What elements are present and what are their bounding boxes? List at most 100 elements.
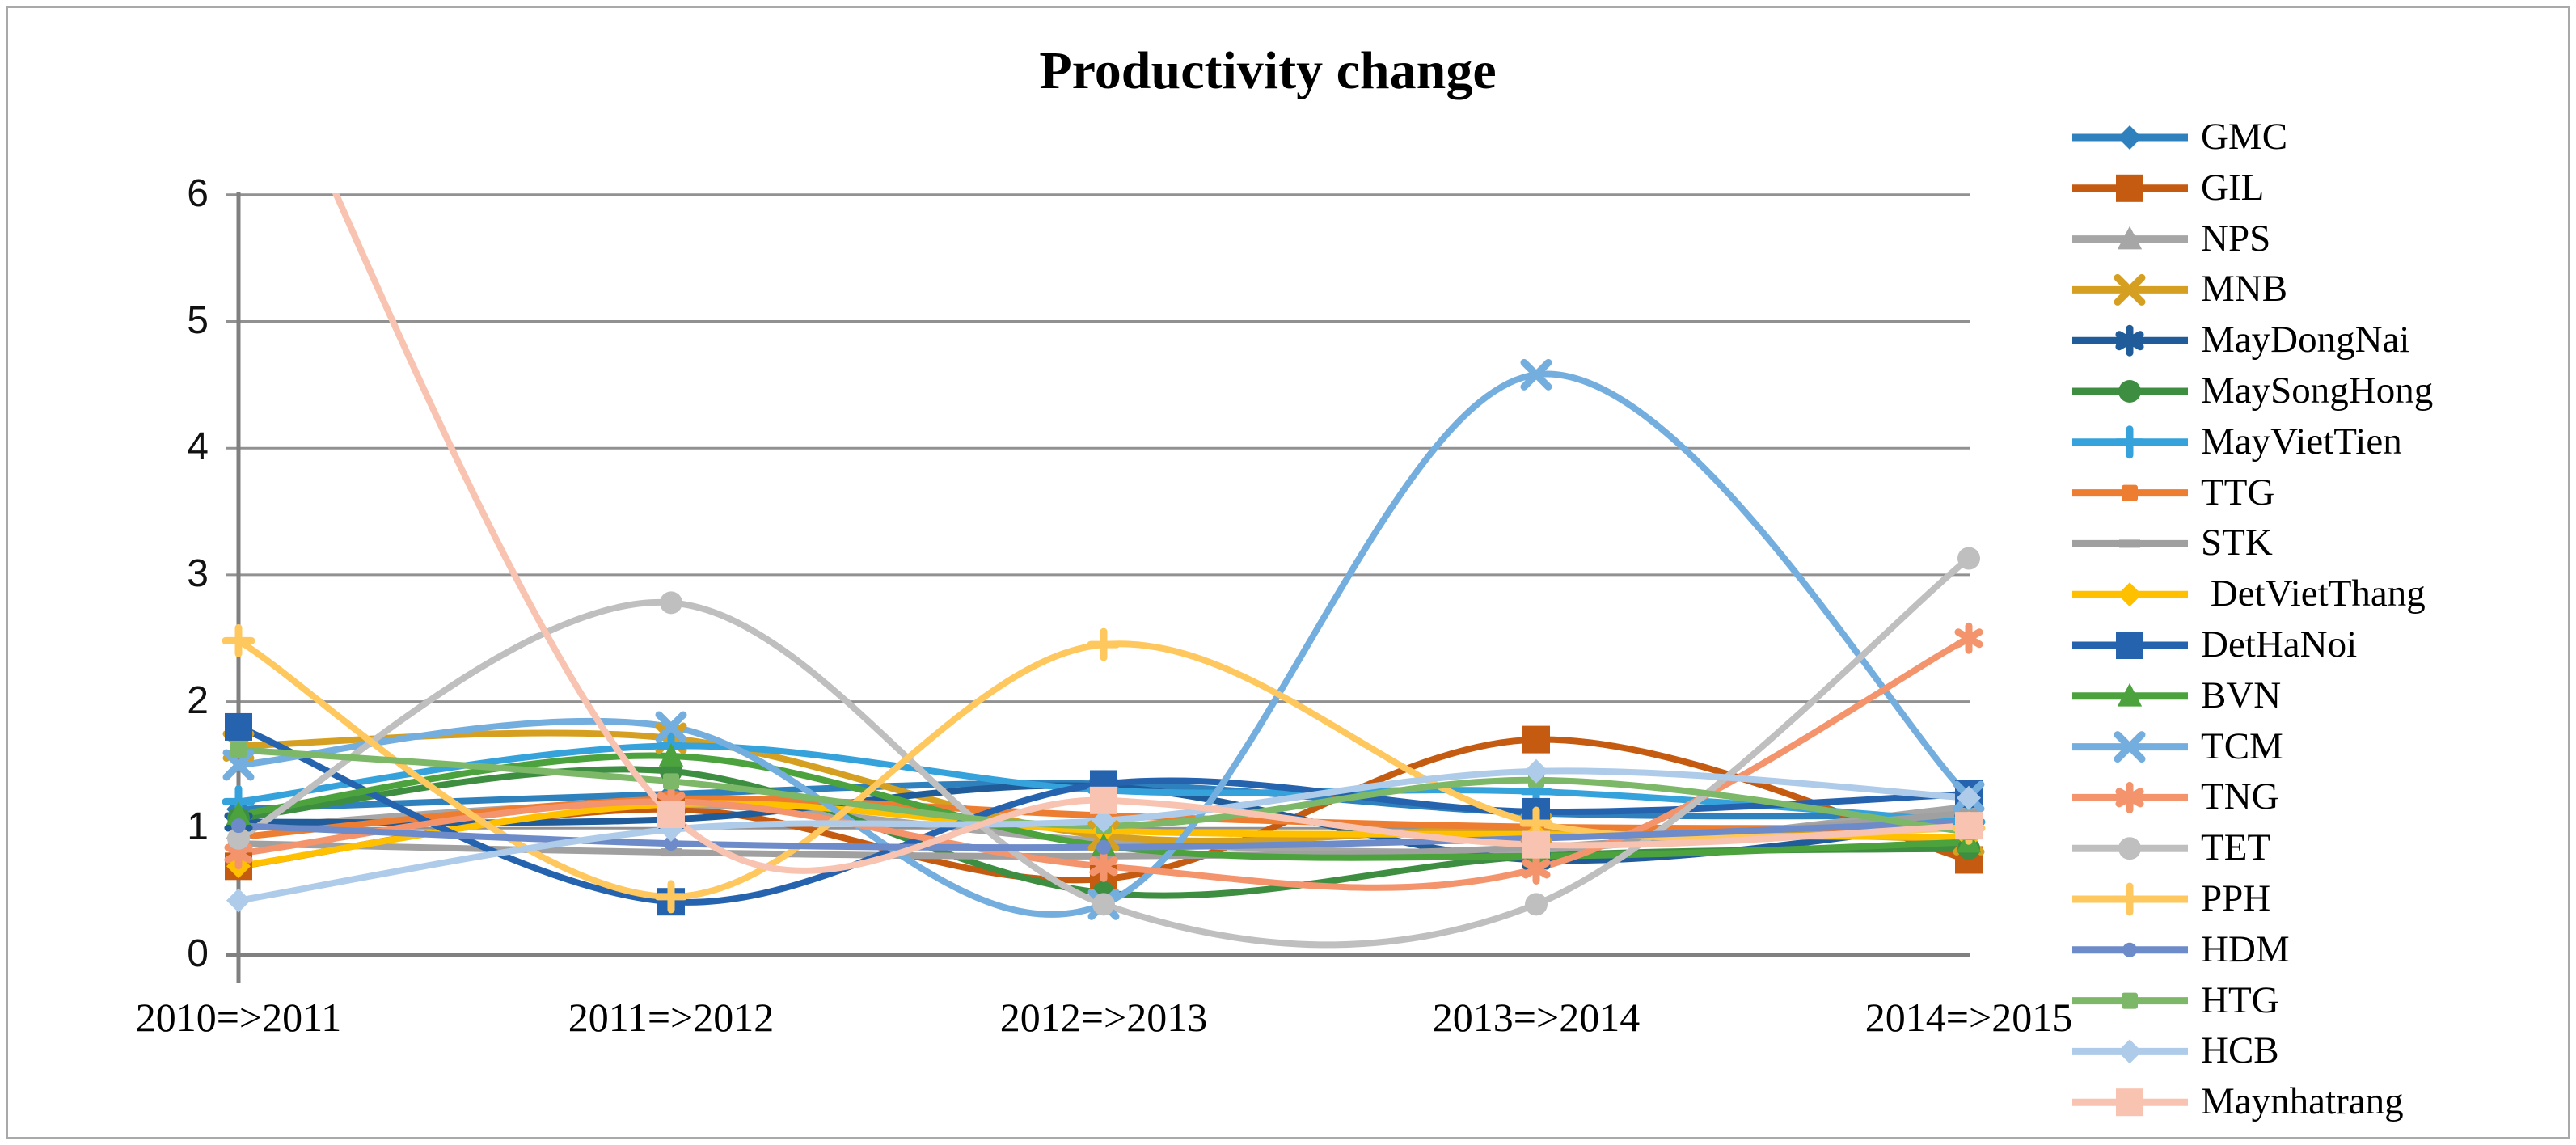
series-marker [657,801,685,829]
series-marker [664,836,678,851]
series-marker [1092,893,1115,916]
series-marker [1096,839,1111,855]
series-marker [224,843,253,864]
series-marker [2118,380,2141,403]
series-marker [2118,837,2141,860]
series-marker [226,801,251,825]
y-axis-tick-label: 6 [187,171,209,215]
series-marker [2122,942,2137,957]
legend-item-HTG[interactable] [2072,992,2188,1009]
legend-item-MaySongHong[interactable] [2072,380,2188,403]
legend-label[interactable]: DetHaNoi [2201,623,2358,665]
series-marker [660,591,682,615]
legend-label[interactable]: Maynhatrang [2201,1080,2404,1123]
legend-item-TCM[interactable] [2072,731,2188,763]
legend-item-GMC[interactable] [2072,125,2188,150]
series-markers-HCB [226,758,1981,913]
legend-label[interactable]: MayVietTien [2201,420,2402,463]
legend-item-HDM[interactable] [2072,942,2188,957]
series-marker [2115,788,2144,808]
series-marker [1957,785,1981,810]
legend-item-MayVietTien[interactable] [2072,425,2188,459]
series-marker [231,818,246,834]
series-marker [226,888,251,913]
series-marker [1957,547,1980,570]
series-marker [2116,632,2143,659]
series-marker [663,773,679,790]
legend-item-MayDongNai[interactable] [2072,324,2188,357]
series-marker [1522,830,1550,859]
legend-item-DetVietThang[interactable] [2072,582,2188,607]
legend-label[interactable]: BVN [2201,674,2282,716]
series-marker [2119,539,2140,548]
legend-label[interactable]: TNG [2201,775,2279,818]
series-marker [1520,358,1552,391]
legend-label[interactable]: PPH [2201,877,2271,919]
series-marker [1954,628,1983,649]
legend-label[interactable]: TCM [2201,725,2283,767]
legend-label[interactable]: TTG [2201,471,2275,513]
legend-label[interactable]: MayDongNai [2201,319,2410,361]
legend-item-STK[interactable] [2072,539,2188,548]
legend-item-TNG[interactable] [2072,781,2188,813]
legend-label[interactable]: DetVietThang [2201,572,2426,615]
series-marker [2118,125,2142,150]
legend-label[interactable]: MaySongHong [2201,370,2434,412]
series-marker [222,749,255,781]
legend-label[interactable]: MNB [2201,268,2288,311]
series-marker [2114,273,2146,306]
legend-label[interactable]: STK [2201,522,2273,564]
x-axis-category-label: 2013=>2014 [1432,995,1641,1040]
legend-item-PPH[interactable] [2072,882,2188,916]
legend-label[interactable]: HDM [2201,927,2290,970]
series-marker [1524,758,1548,784]
series-marker [2114,731,2146,763]
legend-item-Maynhatrang[interactable] [2072,1088,2188,1117]
legend-label[interactable]: GIL [2201,166,2265,209]
series-markers-Maynhatrang [657,786,1983,859]
series-marker [1090,786,1117,814]
legend-item-NPS[interactable] [2072,226,2188,250]
series-markers-TCM [222,358,1985,920]
series-marker [1089,856,1118,877]
series-marker [1525,893,1548,916]
legend-item-MNB[interactable] [2072,273,2188,306]
x-axis-category-label: 2014=>2015 [1864,995,2073,1040]
series-marker [2118,582,2142,607]
legend-label[interactable]: HCB [2201,1029,2279,1072]
legend-label[interactable]: GMC [2201,116,2288,158]
legend-item-HCB[interactable] [2072,1039,2188,1064]
series-marker [2115,331,2144,351]
y-axis-tick-label: 5 [187,298,209,342]
series-line-Maynhatrang [332,193,1972,874]
legend-item-TTG[interactable] [2072,484,2188,501]
series-marker [2117,682,2143,707]
series-marker [2122,992,2138,1009]
series-marker [1522,859,1551,879]
legend-item-GIL[interactable] [2072,174,2188,202]
chart-title: Productivity change [1039,41,1497,100]
legend-label[interactable]: NPS [2201,217,2271,260]
x-axis-category-label: 2011=>2012 [568,995,775,1040]
series-markers-TNG [224,622,1983,885]
y-axis-tick-label: 3 [187,551,209,595]
series-marker [2118,1039,2142,1064]
series-marker [658,742,684,767]
series-marker [227,826,250,850]
series-marker [230,742,247,758]
series-marker [661,848,682,857]
legend-label[interactable]: HTG [2201,978,2279,1021]
legend-item-DetHaNoi[interactable] [2072,632,2188,659]
x-axis-category-label: 2012=>2013 [999,995,1208,1040]
legend-item-BVN[interactable] [2072,682,2188,707]
series-marker [655,711,687,743]
series-markers-TET [227,547,1980,916]
x-axis-category-label: 2010=>2011 [135,995,342,1040]
series-marker [2122,484,2138,501]
y-axis-tick-label: 4 [187,425,209,469]
series-marker [1522,725,1550,754]
y-axis-tick-label: 1 [187,805,209,849]
legend-label[interactable]: TET [2201,826,2271,869]
legend-item-TET[interactable] [2072,837,2188,860]
